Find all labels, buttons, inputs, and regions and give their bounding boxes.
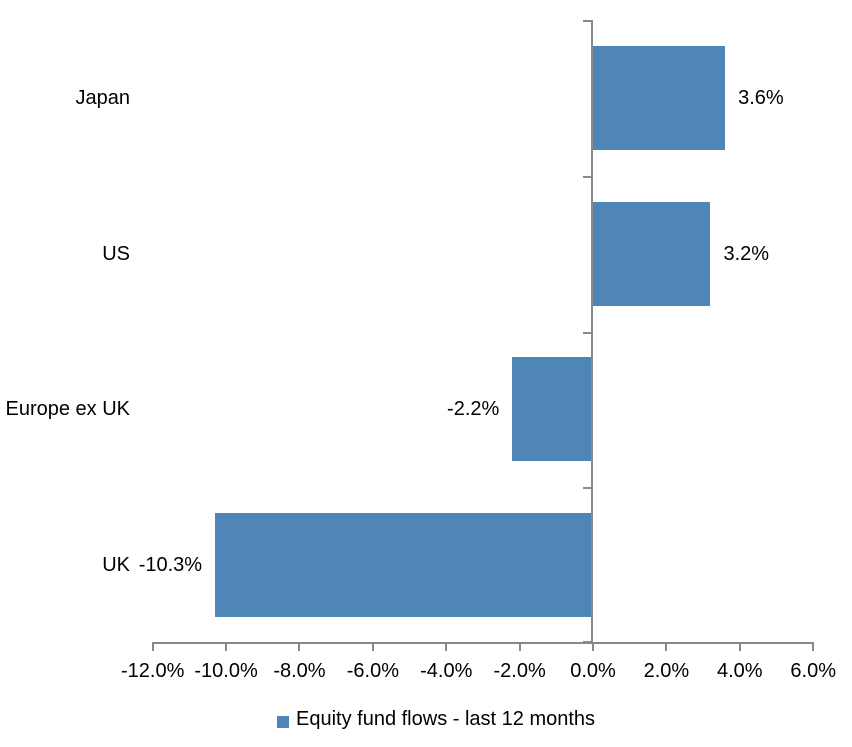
- x-tick-label: 2.0%: [643, 660, 690, 682]
- x-axis-tick: [592, 644, 595, 651]
- x-axis-tick: [298, 644, 301, 651]
- category-label: US: [102, 242, 130, 265]
- x-tick-label: -6.0%: [346, 660, 399, 682]
- category-label: UK: [102, 554, 130, 577]
- legend-label: Equity fund flows - last 12 months: [296, 708, 596, 730]
- x-tick-label: 0.0%: [570, 660, 616, 682]
- y-axis-line: [591, 20, 594, 643]
- bar-europe-ex-uk: [512, 357, 594, 462]
- x-axis-tick: [151, 644, 154, 651]
- bar-japan: [593, 45, 726, 150]
- bar-value-label: -10.3%: [138, 554, 203, 577]
- x-axis-tick: [371, 644, 374, 651]
- bar-us: [593, 201, 711, 306]
- category-label: Europe ex UK: [5, 398, 130, 421]
- x-axis-tick: [812, 644, 815, 651]
- x-axis-tick: [738, 644, 741, 651]
- x-tick-label: -4.0%: [420, 660, 473, 682]
- y-axis-tick: [583, 331, 592, 334]
- legend-marker-square-icon: [277, 716, 289, 728]
- x-tick-label: -12.0%: [121, 660, 185, 682]
- x-tick-label: 4.0%: [717, 660, 763, 682]
- x-tick-label: -8.0%: [273, 660, 326, 682]
- bar-value-label: 3.6%: [738, 86, 784, 109]
- x-tick-label: -10.0%: [194, 660, 258, 682]
- bar-value-label: 3.2%: [723, 242, 770, 265]
- y-axis-tick: [583, 487, 592, 490]
- y-axis-tick: [583, 175, 592, 178]
- category-label: Japan: [75, 86, 131, 109]
- x-tick-label: 6.0%: [790, 660, 836, 682]
- y-axis-tick: [583, 20, 592, 22]
- x-axis-tick: [518, 644, 521, 651]
- x-axis-tick: [445, 644, 448, 651]
- x-axis-tick: [225, 644, 228, 651]
- bar-uk: [215, 513, 594, 618]
- x-axis-line: [151, 642, 815, 644]
- x-tick-label: -2.0%: [493, 660, 546, 682]
- x-axis-tick: [665, 644, 668, 651]
- bar-value-label: -2.2%: [447, 398, 500, 421]
